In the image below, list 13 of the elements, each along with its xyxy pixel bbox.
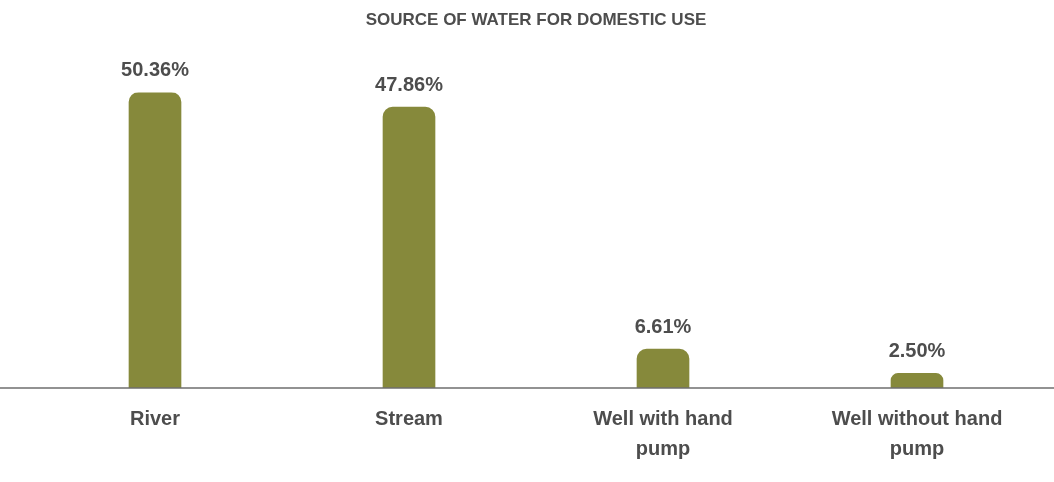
x-tick-label: Well with hand pump: [593, 406, 733, 459]
data-label: 2.50%: [888, 338, 946, 361]
x-tick-label: Well without hand pump: [831, 406, 1003, 459]
chart-title: SOURCE OF WATER FOR DOMESTIC USE: [365, 9, 707, 29]
bar: [636, 348, 690, 388]
x-tick-label: Stream: [375, 406, 443, 429]
data-label: 50.36%: [121, 57, 190, 80]
x-tick-label: River: [129, 406, 181, 429]
bar: [382, 106, 436, 388]
data-label: 6.61%: [634, 314, 692, 337]
bar: [890, 373, 944, 388]
data-label: 47.86%: [375, 72, 444, 95]
bar: [128, 92, 182, 388]
